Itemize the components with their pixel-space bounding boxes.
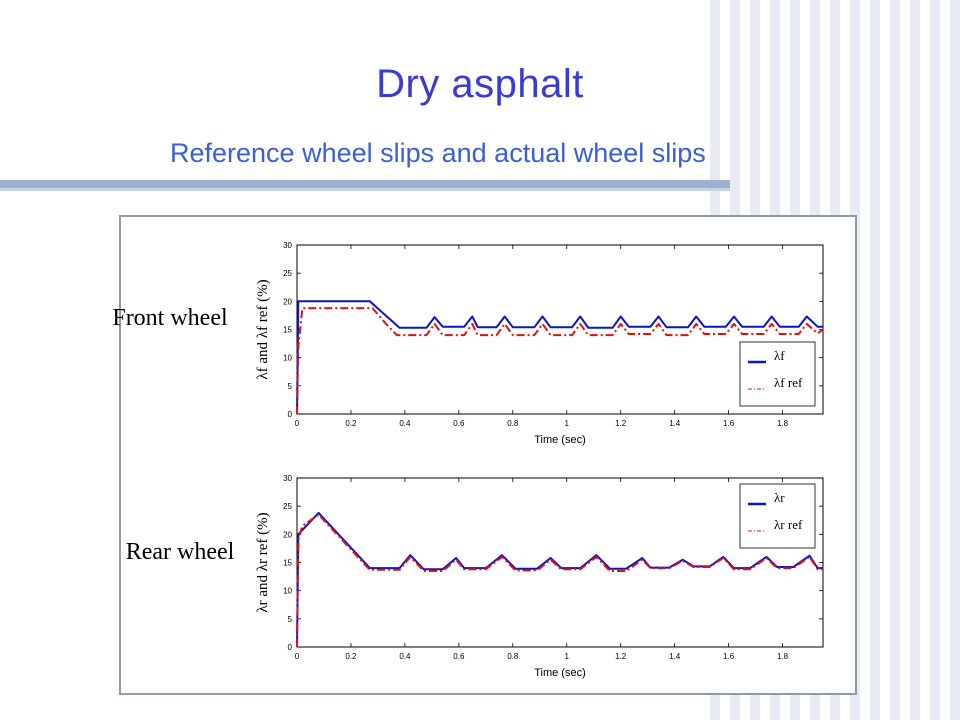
y-tick-label: 5 [288, 382, 293, 391]
actual-slip-line [296, 300, 823, 415]
reference-slip-line [296, 307, 824, 415]
x-tick-label: 0 [295, 652, 300, 661]
y-tick-label: 15 [283, 326, 292, 335]
y-tick-label: 5 [288, 615, 293, 624]
plot-area [296, 244, 824, 415]
y-tick-label: 20 [283, 297, 292, 306]
x-tick-label: 0.2 [345, 419, 357, 428]
x-tick-label: 0.4 [399, 652, 411, 661]
y-tick-label: 10 [283, 587, 292, 596]
x-tick-label: 0.6 [453, 652, 465, 661]
y-tick-label: 30 [283, 474, 292, 483]
slide-subtitle: Reference wheel slips and actual wheel s… [170, 138, 706, 168]
x-tick-label: 0.8 [507, 419, 519, 428]
rear-wheel-label: Rear wheel [125, 539, 235, 565]
front-wheel-label: Front wheel [112, 305, 228, 331]
title-rule-shadow [0, 188, 730, 191]
x-tick-label: 1.4 [669, 419, 681, 428]
x-tick-label: 0.2 [345, 652, 357, 661]
x-tick-label: 0.6 [453, 419, 465, 428]
x-tick-label: 1.2 [615, 652, 627, 661]
x-tick-label: 1.2 [615, 419, 627, 428]
legend-box [739, 483, 816, 549]
x-tick-label: 1.8 [777, 652, 789, 661]
x-tick-label: 1.6 [723, 652, 735, 661]
legend-label: λr ref [774, 517, 803, 532]
x-tick-label: 0.4 [399, 419, 411, 428]
front-wheel-chart: 0 0.2 0.4 0.6 0.8 1 1.2 1.4 1.6 1.8 0 5 10 15 20 25 30 Ti… [255, 241, 824, 446]
y-tick-label: 25 [283, 269, 292, 278]
y-tick-label: 0 [288, 643, 293, 652]
y-tick-label: 15 [283, 559, 292, 568]
x-tick-label: 1.4 [669, 652, 681, 661]
y-tick-label: 20 [283, 530, 292, 539]
x-tick-label: 1.8 [777, 419, 789, 428]
title-rule [0, 180, 730, 188]
legend-box [739, 341, 816, 407]
y-tick-label: 25 [283, 502, 292, 511]
x-axis-label: Time (sec) [534, 434, 586, 446]
plot-area [296, 477, 824, 648]
y-tick-label: 10 [283, 354, 292, 363]
y-tick-label: 0 [288, 410, 293, 419]
y-axis-label: λr and λr ref (%) [255, 512, 271, 612]
rear-wheel-chart: 0 0.2 0.4 0.6 0.8 1 1.2 1.4 1.6 1.8 0 5 10 15 20 25 30 Ti… [255, 474, 824, 679]
x-tick-label: 1.6 [723, 419, 735, 428]
actual-slip-line [296, 511, 823, 648]
x-axis-label: Time (sec) [534, 667, 586, 679]
y-tick-label: 30 [283, 241, 292, 250]
x-tick-label: 1 [565, 652, 570, 661]
x-tick-label: 0.8 [507, 652, 519, 661]
x-tick-label: 0 [295, 419, 300, 428]
y-axis-label: λf and λf ref (%) [255, 279, 271, 379]
slide-title: Dry asphalt [376, 62, 584, 106]
x-tick-label: 1 [565, 419, 570, 428]
legend-label: λf ref [774, 375, 803, 390]
legend-label: λf [774, 348, 785, 363]
legend-label: λr [774, 490, 785, 505]
reference-slip-line [296, 513, 823, 648]
